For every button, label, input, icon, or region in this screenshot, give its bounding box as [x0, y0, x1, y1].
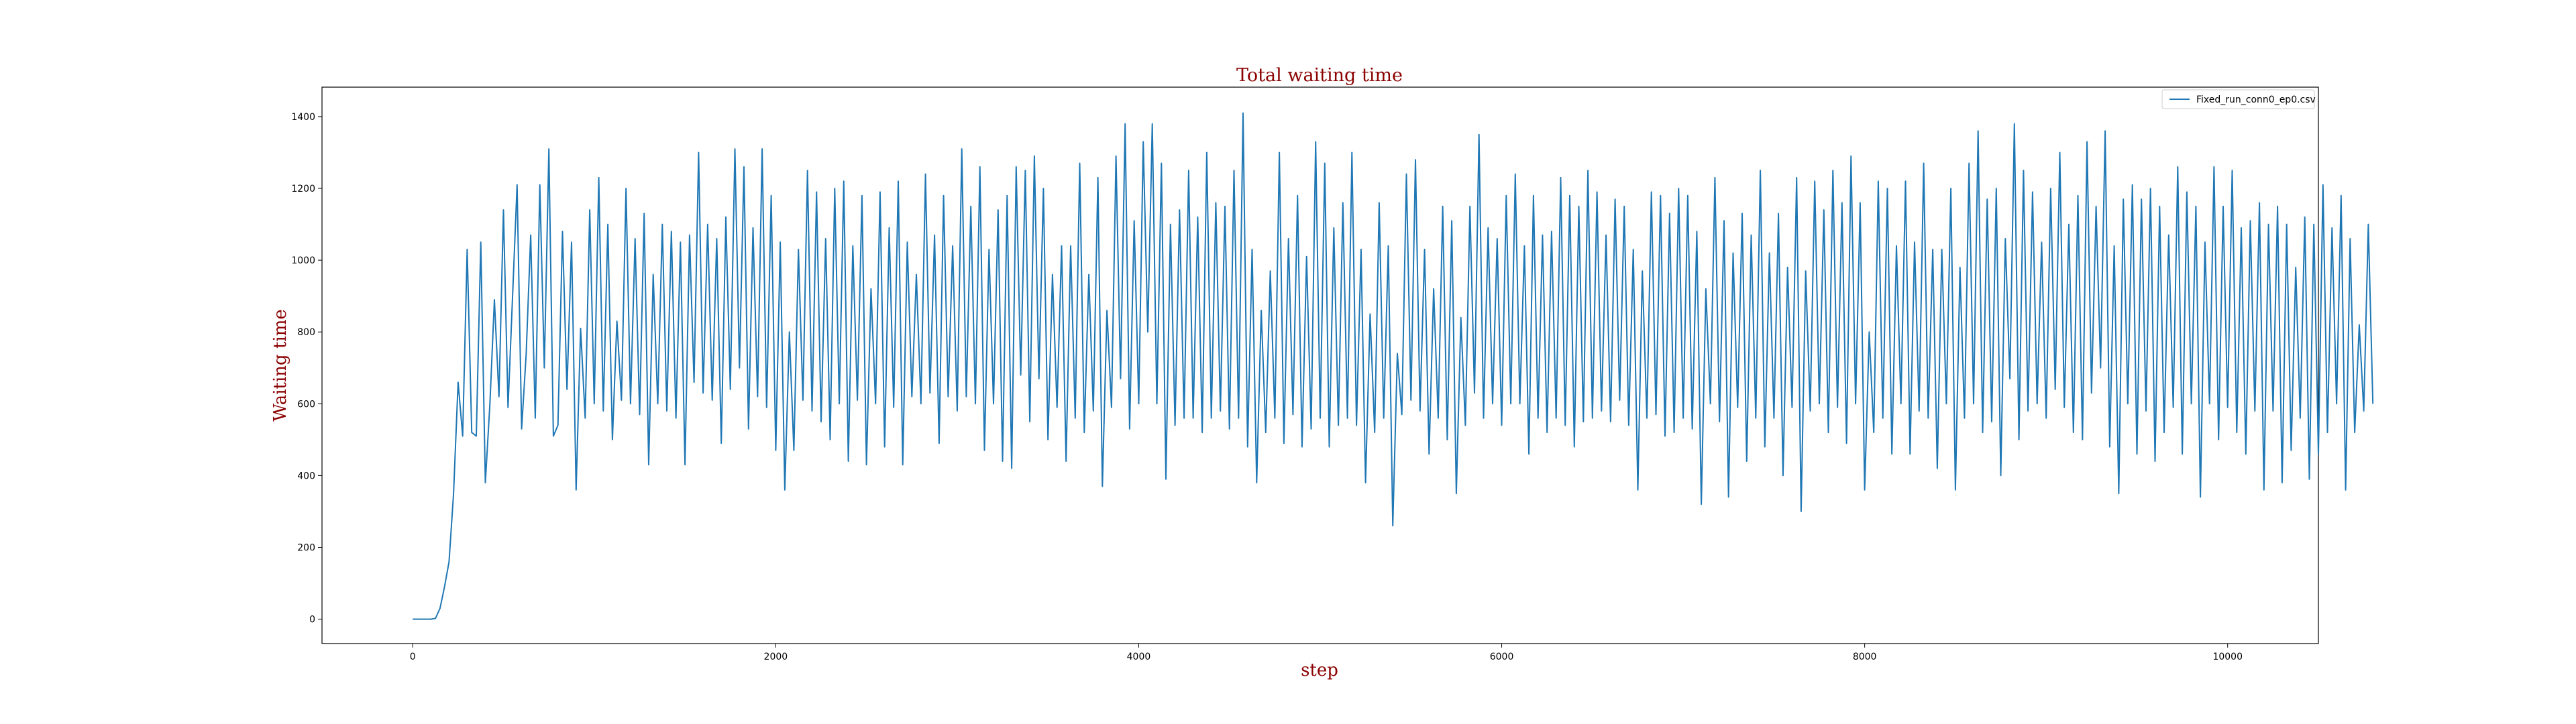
x-tick-label: 0 [410, 652, 416, 662]
y-tick-label: 1200 [291, 184, 315, 194]
y-tick-label: 1400 [291, 112, 315, 123]
plot-frame [321, 86, 2319, 644]
y-tick-label: 400 [297, 471, 315, 481]
legend-box [2161, 89, 2315, 109]
x-tick-label: 4000 [1127, 652, 1151, 662]
x-tick-label: 10000 [2212, 652, 2243, 662]
y-axis: 0 200 400 600 800 1000 1200 1400 [291, 112, 322, 625]
chart-title: Total waiting time [1236, 65, 1403, 86]
y-tick-label: 800 [297, 327, 315, 338]
y-tick-label: 0 [309, 615, 315, 625]
y-axis-label: Waiting time [270, 309, 290, 422]
series-line [413, 112, 2374, 620]
x-axis: 0 2000 4000 6000 8000 10000 [410, 644, 2243, 662]
x-axis-label: step [1301, 660, 1338, 680]
x-tick-label: 6000 [1490, 652, 1514, 662]
y-tick-label: 600 [297, 399, 315, 410]
y-tick-label: 200 [297, 542, 315, 553]
legend: Fixed_run_conn0_ep0.csv [2161, 89, 2316, 109]
x-tick-label: 8000 [1853, 652, 1877, 662]
x-tick-label: 2000 [764, 652, 788, 662]
plot-area: 0 2000 4000 6000 8000 10000 0 200 400 600 800 1000… [291, 86, 2374, 662]
legend-label: Fixed_run_conn0_ep0.csv [2196, 95, 2316, 105]
y-tick-label: 1000 [291, 255, 315, 266]
